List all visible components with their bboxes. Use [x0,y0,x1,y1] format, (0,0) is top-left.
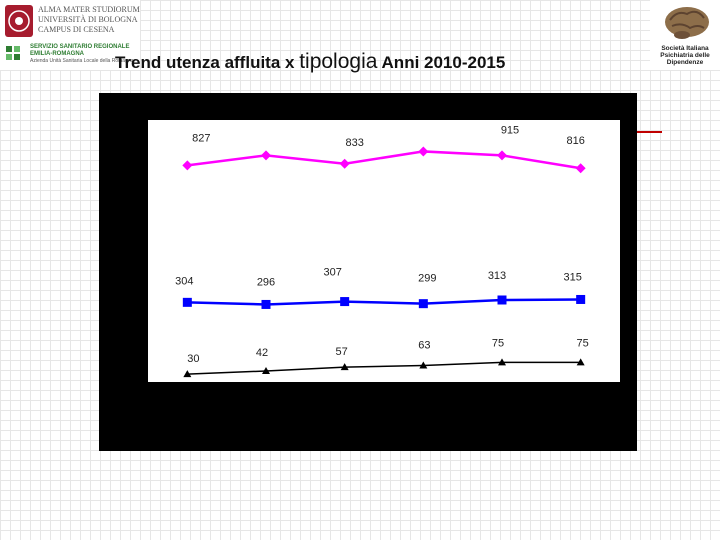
line-chart: 827 833 915 816 304 296 307 299 313 315 30 42 57 63 75… [148,120,620,382]
university-line: ALMA MATER STUDIORUM [38,5,140,14]
health-service-line: EMILIA-ROMAGNA [30,51,84,57]
data-point-marker [576,294,586,304]
society-name: Società Italiana Psichiatria delle Dipen… [650,45,720,66]
data-label: 57 [336,346,348,358]
slide-title: Trend utenza affluita x tipologia Anni 2… [115,50,505,74]
title-years: Anni 2010-2015 [377,53,506,72]
plot-area [148,120,620,382]
data-label: 299 [418,273,436,285]
university-logo-block: ALMA MATER STUDIORUM UNIVERSITÀ DI BOLOG… [0,0,140,70]
data-point-marker [182,297,192,307]
health-service-icon [6,46,20,60]
data-label: 304 [175,275,193,287]
data-point-marker [339,158,350,169]
data-label: 827 [192,132,210,144]
data-point-marker [262,366,270,374]
health-service-line: SERVIZIO SANITARIO REGIONALE [30,44,130,50]
chart-panel: 827 833 915 816 304 296 307 299 313 315 30 42 57 63 75… [99,93,637,451]
data-label: 816 [566,135,584,147]
data-point-marker [576,358,585,366]
health-service-subtitle: Azienda Unità Sanitaria Locale della Rom… [30,58,134,64]
society-line: Società Italiana [661,45,709,52]
data-label: 296 [257,276,275,288]
data-point-marker [261,150,271,161]
society-line: Psichiatria delle [660,52,710,59]
data-point-marker [418,146,429,157]
university-line: CAMPUS DI CESENA [38,25,115,34]
society-logo-block: Società Italiana Psichiatria delle Dipen… [650,0,720,70]
university-name: ALMA MATER STUDIORUM UNIVERSITÀ DI BOLOG… [38,5,140,35]
health-service-name: SERVIZIO SANITARIO REGIONALE EMILIA-ROMA… [30,44,133,65]
university-line: UNIVERSITÀ DI BOLOGNA [38,15,138,24]
data-point-marker [498,358,506,366]
data-label: 313 [488,270,506,282]
data-point-marker [340,363,349,371]
title-main: Trend utenza affluita x [115,53,300,72]
data-label: 75 [577,337,589,349]
series-line [187,361,581,375]
data-point-marker [497,295,507,305]
title-emphasis: tipologia [299,50,378,73]
data-point-marker [575,163,586,174]
data-label: 30 [187,353,199,365]
series-line [187,150,581,170]
data-point-marker [261,299,271,309]
data-label: 42 [256,347,268,359]
data-point-marker [418,299,428,309]
data-point-marker [497,150,507,161]
series-line [187,298,581,306]
data-label: 315 [563,271,581,283]
data-label: 915 [501,124,519,136]
data-point-marker [183,370,192,378]
university-seal-icon [5,5,33,37]
data-point-marker [182,160,193,171]
data-label: 307 [323,267,341,279]
data-point-marker [340,297,350,307]
society-line: Dipendenze [666,59,704,66]
data-label: 833 [345,137,363,149]
data-label: 75 [492,337,504,349]
brain-icon [665,7,709,39]
data-point-marker [419,361,428,369]
data-label: 63 [418,339,430,351]
